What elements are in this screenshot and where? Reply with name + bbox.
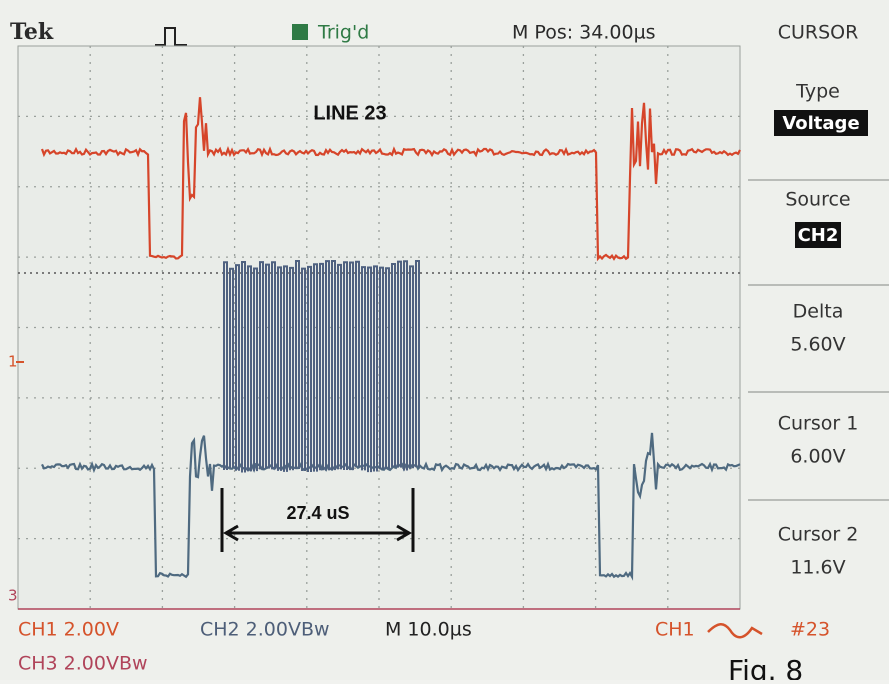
measurement-label: 27.4 uS xyxy=(286,503,349,523)
trigger-source: CH1 xyxy=(655,619,695,641)
menu-label: Type xyxy=(795,81,840,103)
ch1-scale: CH1 2.00V xyxy=(18,619,119,641)
line-label: LINE 23 xyxy=(313,102,386,124)
menu-value: CH2 xyxy=(798,225,839,246)
menu-label: Cursor 1 xyxy=(778,413,859,435)
menu-value: 5.60V xyxy=(790,334,845,356)
ch3-marker: 3 xyxy=(8,587,18,605)
figure-label: Fig. 8 xyxy=(728,654,803,680)
menu-label: Source xyxy=(785,189,850,211)
menu-label: Cursor 2 xyxy=(778,524,859,546)
trigger-line: #23 xyxy=(790,619,830,641)
menu-label: Delta xyxy=(793,301,844,323)
trigger-status: Trig'd xyxy=(317,22,369,44)
menu-value: Voltage xyxy=(782,113,859,134)
timebase: M 10.0µs xyxy=(385,619,472,641)
horizontal-position: M Pos: 34.00µs xyxy=(512,22,656,44)
trigger-status-icon xyxy=(292,24,308,40)
menu-title: CURSOR xyxy=(778,22,859,44)
ch3-scale: CH3 2.00VBw xyxy=(18,653,148,675)
oscilloscope-screen: Tek Trig'd M Pos: 34.00µs CURSOR LINE 23… xyxy=(0,0,889,680)
ch2-scale: CH2 2.00VBw xyxy=(200,619,330,641)
brand: Tek xyxy=(10,19,54,45)
menu-value: 11.6V xyxy=(790,557,845,579)
menu-value: 6.00V xyxy=(790,446,845,468)
